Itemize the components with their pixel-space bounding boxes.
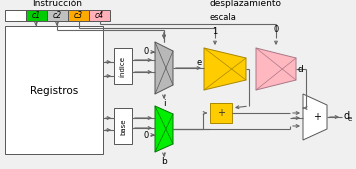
- Text: Registros: Registros: [30, 86, 78, 96]
- Text: Instrucción: Instrucción: [32, 0, 83, 8]
- Text: i: i: [163, 99, 165, 108]
- Text: e: e: [197, 58, 202, 67]
- Bar: [114, 108, 132, 144]
- Bar: [89, 10, 110, 21]
- Polygon shape: [155, 42, 173, 94]
- Text: d: d: [343, 111, 349, 121]
- Text: c4: c4: [95, 11, 104, 20]
- Polygon shape: [155, 106, 173, 152]
- Text: base: base: [120, 118, 126, 135]
- Text: escala: escala: [210, 13, 237, 22]
- Bar: [47, 10, 68, 21]
- Bar: [5, 26, 103, 154]
- Text: +: +: [217, 108, 225, 118]
- Text: d: d: [298, 65, 304, 74]
- Text: 0: 0: [144, 47, 149, 56]
- Text: 1: 1: [213, 27, 218, 36]
- Text: índice: índice: [120, 56, 126, 77]
- Bar: [68, 10, 89, 21]
- Text: e: e: [348, 116, 352, 122]
- Text: c1: c1: [32, 11, 41, 20]
- Text: c2: c2: [53, 11, 62, 20]
- Bar: [5, 10, 26, 21]
- Text: b: b: [161, 157, 167, 166]
- Polygon shape: [256, 48, 296, 90]
- Polygon shape: [303, 94, 327, 140]
- Bar: [210, 103, 232, 123]
- Polygon shape: [204, 48, 246, 90]
- Bar: [26, 10, 47, 21]
- Text: desplazamiento: desplazamiento: [209, 0, 281, 8]
- Text: 0: 0: [273, 25, 279, 34]
- Text: +: +: [313, 113, 321, 123]
- Text: 0: 0: [144, 130, 149, 139]
- Bar: [114, 48, 132, 84]
- Text: c3: c3: [74, 11, 83, 20]
